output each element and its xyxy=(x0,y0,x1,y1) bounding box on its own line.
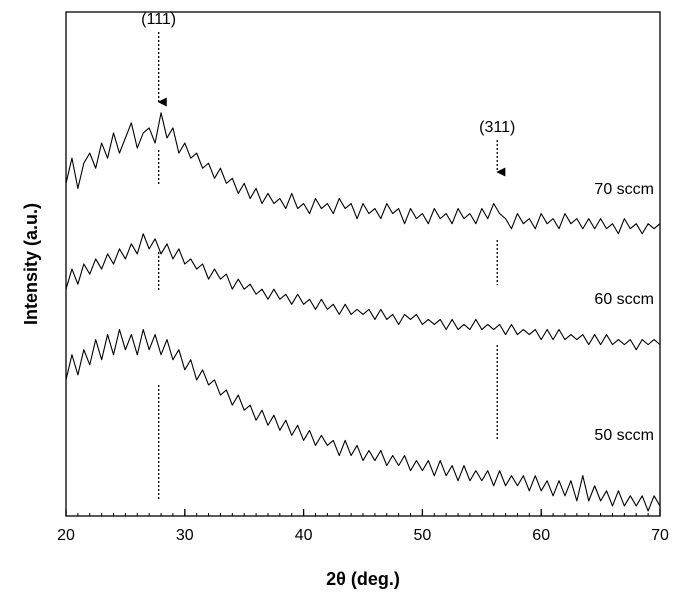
x-tick-label: 40 xyxy=(295,527,313,544)
x-tick-label: 70 xyxy=(651,527,669,544)
series-label: 50 sccm xyxy=(594,427,654,444)
series-line xyxy=(65,328,661,512)
x-axis-title: 2θ (deg.) xyxy=(326,569,400,589)
x-tick-label: 50 xyxy=(414,527,432,544)
x-tick-label: 60 xyxy=(532,527,550,544)
series-label: 70 sccm xyxy=(594,181,654,198)
annotation-label: (311) xyxy=(479,119,515,136)
plot-frame xyxy=(65,11,661,517)
series-line xyxy=(65,233,661,351)
annotation-label: (111) xyxy=(141,11,176,28)
series-line xyxy=(65,112,661,235)
y-axis-title: Intensity (a.u.) xyxy=(21,203,41,325)
series-label: 60 sccm xyxy=(594,291,654,308)
x-tick-label: 20 xyxy=(57,527,75,544)
x-tick-label: 30 xyxy=(176,527,194,544)
